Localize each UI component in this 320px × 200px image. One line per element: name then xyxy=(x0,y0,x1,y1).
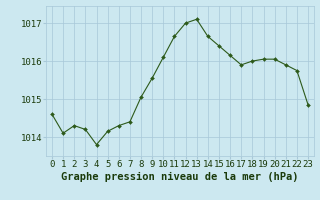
X-axis label: Graphe pression niveau de la mer (hPa): Graphe pression niveau de la mer (hPa) xyxy=(61,172,299,182)
